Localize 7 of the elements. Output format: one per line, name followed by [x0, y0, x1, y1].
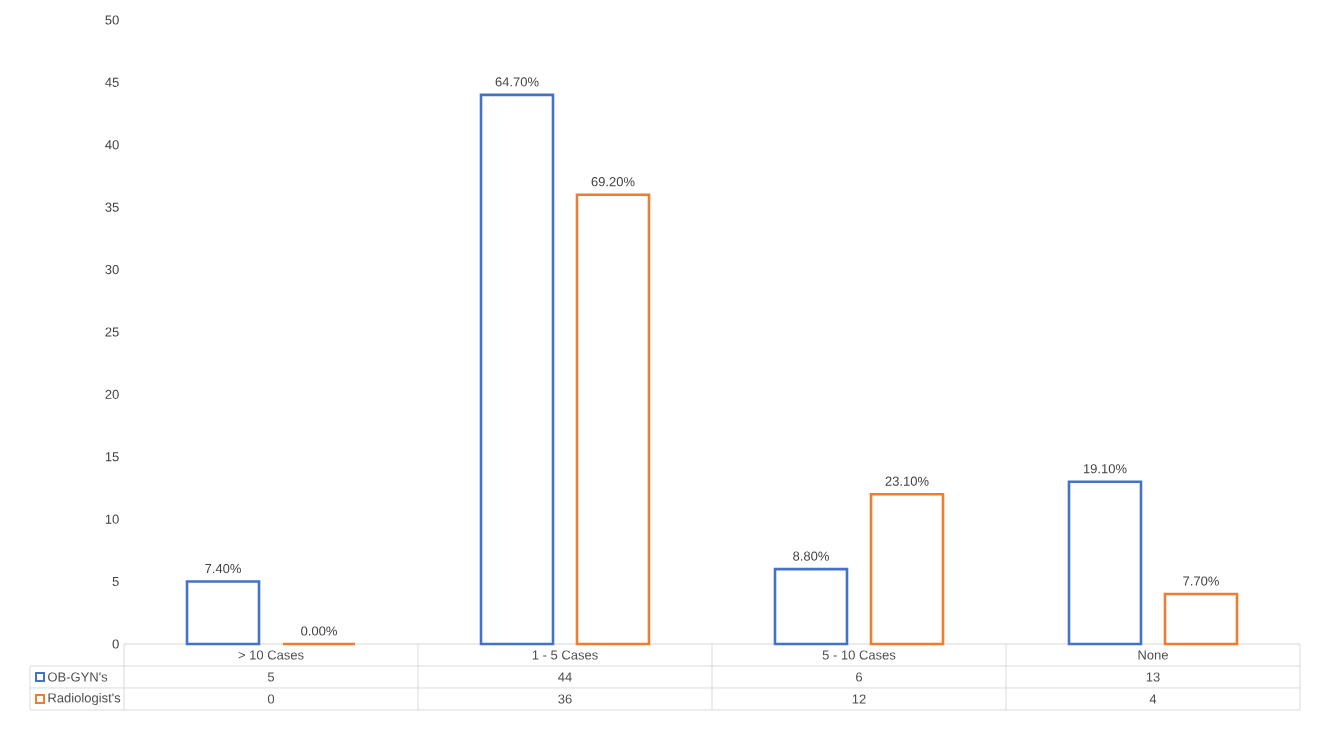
bar [185, 580, 261, 646]
bar [1067, 480, 1143, 646]
bar [575, 193, 651, 646]
bar [869, 492, 945, 646]
bar [773, 567, 849, 646]
bar [479, 93, 555, 646]
bar [1163, 592, 1239, 646]
